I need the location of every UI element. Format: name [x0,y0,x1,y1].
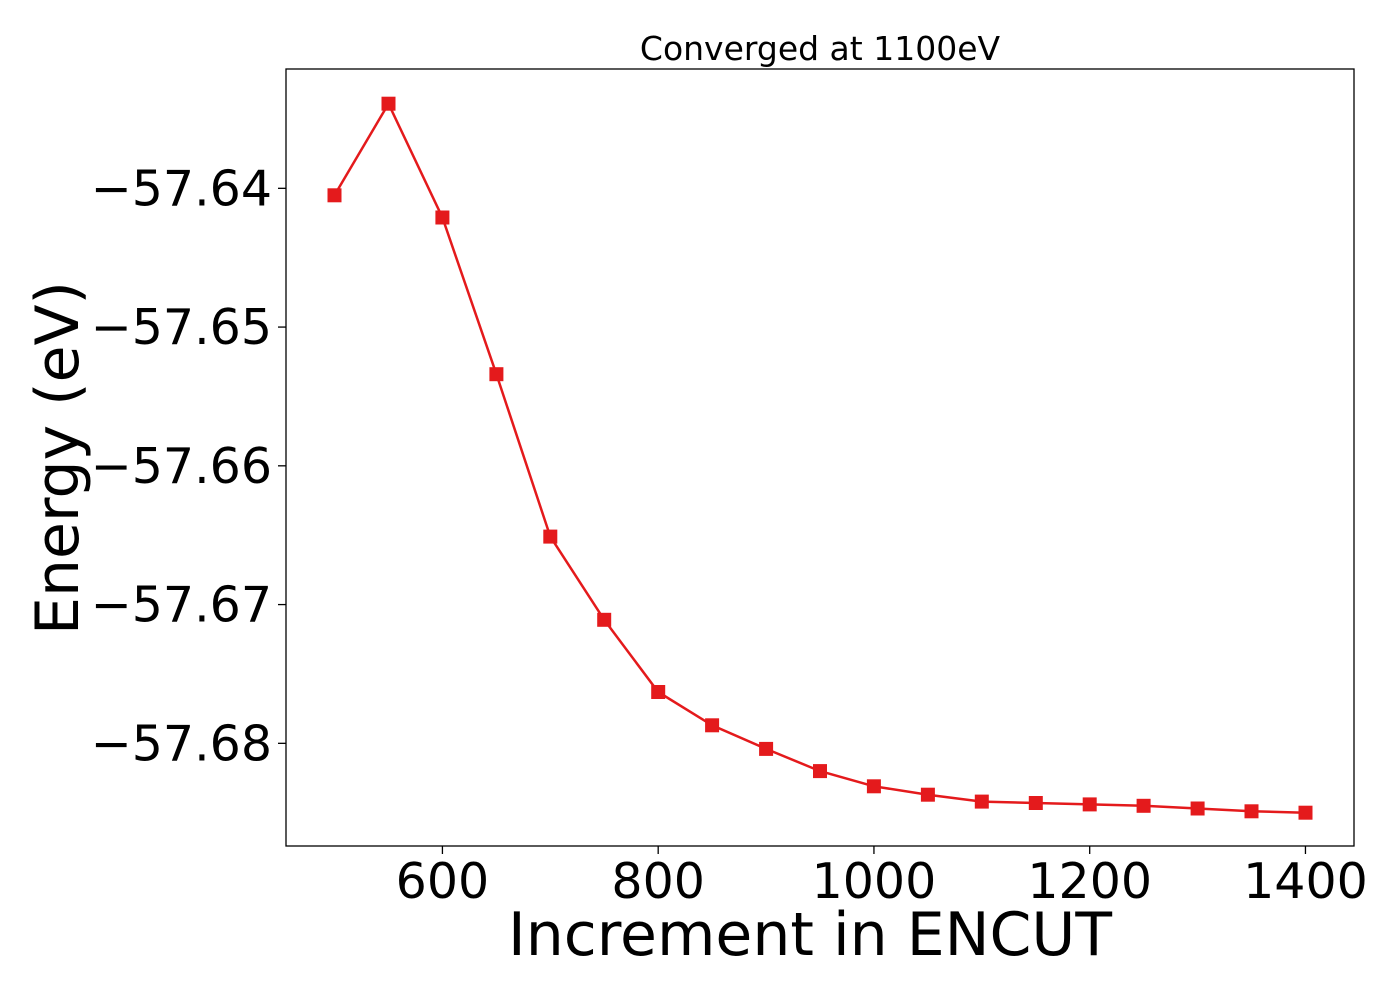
x-tick-label: 800 [611,853,705,910]
data-point-marker [705,718,720,733]
data-point-marker [813,764,827,779]
x-tick-label: 1200 [1027,853,1152,910]
data-point-marker [1190,801,1205,816]
y-tick-label: −57.64 [91,160,272,217]
data-point-marker [327,188,342,203]
data-point-marker [866,779,881,794]
x-tick-label: 1400 [1243,853,1368,910]
data-point-marker [597,612,612,627]
y-axis-label: Energy (eV) [23,281,93,635]
x-tick-label: 600 [396,853,490,910]
data-point-marker [920,787,935,802]
plot-frame [285,68,1355,847]
y-axis: −57.64 −57.65 −57.66 −57.67 −57.68 [91,160,286,772]
chart-title: Converged at 1100eV [640,29,1001,68]
data-point-marker [651,685,666,699]
data-point-marker [1244,804,1259,819]
data-point-marker [543,529,558,544]
y-tick-label: −57.65 [91,299,272,356]
x-axis: 600 800 1000 1200 1400 [396,846,1368,910]
x-axis-label: Increment in ENCUT [508,900,1112,970]
y-tick-label: −57.68 [91,715,272,772]
y-tick-label: −57.66 [91,438,272,495]
x-tick-label: 1000 [812,853,937,910]
data-point-marker [759,741,774,756]
data-point-marker [974,794,989,809]
data-point-marker [1082,797,1097,812]
data-point-marker [489,367,504,382]
data-point-marker [1298,805,1313,820]
data-point-marker [381,96,396,111]
y-tick-label: −57.67 [91,577,272,634]
data-point-marker [1136,798,1151,813]
data-point-marker [1028,796,1043,810]
series-line [333,101,1306,814]
data-point-marker [435,210,450,225]
plot-area [327,96,1313,820]
